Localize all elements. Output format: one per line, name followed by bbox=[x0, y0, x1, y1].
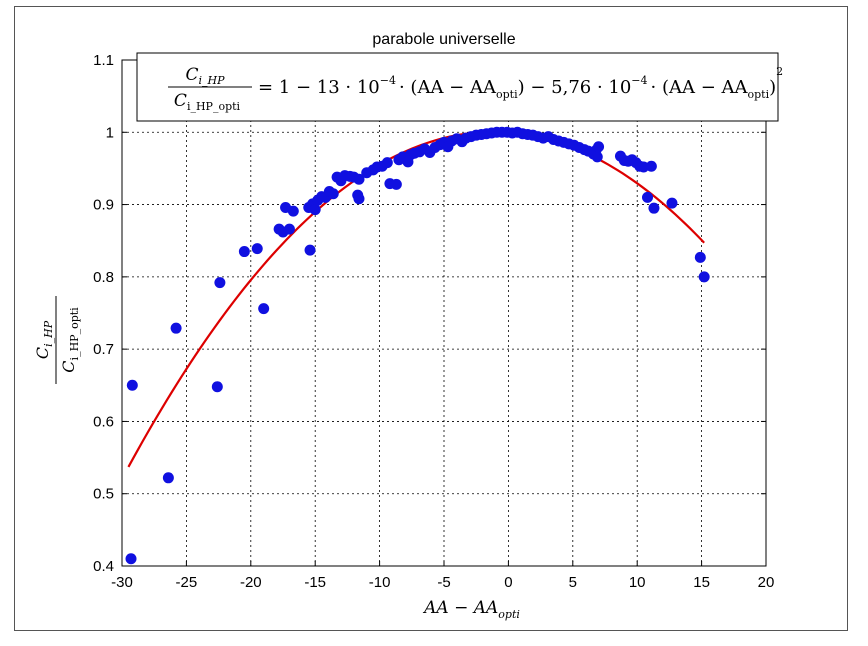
data-point bbox=[287, 205, 299, 217]
x-tick-label: 5 bbox=[569, 574, 577, 591]
data-point bbox=[251, 243, 263, 255]
data-point bbox=[304, 244, 316, 256]
equation-rhs: = 1 − 13 · 10−4 · (AA − AAopti) − 5,76 · … bbox=[258, 65, 783, 101]
data-point bbox=[170, 322, 182, 334]
data-point bbox=[258, 303, 270, 315]
data-points bbox=[125, 126, 710, 565]
data-point bbox=[645, 160, 657, 172]
y-tick-label: 1 bbox=[106, 124, 114, 141]
y-tick-label: 0.4 bbox=[93, 558, 114, 575]
data-point bbox=[694, 251, 706, 263]
data-point bbox=[162, 472, 174, 484]
x-tick-label: 0 bbox=[504, 574, 512, 591]
data-point bbox=[353, 193, 365, 205]
data-point bbox=[125, 553, 137, 565]
grid-lines bbox=[122, 60, 766, 566]
data-point bbox=[381, 157, 393, 169]
data-point bbox=[353, 173, 365, 185]
y-tick-label: 0.8 bbox=[93, 269, 114, 286]
x-tick-label: -15 bbox=[304, 574, 326, 591]
x-tick-label: -5 bbox=[437, 574, 450, 591]
x-tick-label: -10 bbox=[369, 574, 391, 591]
chart-title: parabole universelle bbox=[372, 31, 515, 48]
x-tick-label: 15 bbox=[693, 574, 710, 591]
equation-lhs-numerator: Ci_HP bbox=[185, 65, 225, 87]
data-point bbox=[238, 246, 250, 258]
data-point bbox=[126, 379, 138, 391]
data-point bbox=[327, 188, 339, 200]
y-axis-label-denominator: Ci_HP_opti bbox=[59, 307, 81, 373]
x-tick-label: 10 bbox=[629, 574, 646, 591]
x-tick-label: -30 bbox=[111, 574, 133, 591]
data-point bbox=[283, 223, 295, 235]
data-point bbox=[666, 197, 678, 209]
fit-curve bbox=[127, 130, 705, 468]
axis-ticks: -30 -25 -20 -15 -10 -5 0 5 10 15 20 0.4 0.5 0.6 0.7 0.8… bbox=[93, 52, 774, 591]
equation-lhs-denominator: Ci_HP_opti bbox=[174, 91, 241, 113]
y-tick-label: 1.1 bbox=[93, 52, 114, 69]
data-point bbox=[390, 178, 402, 190]
y-tick-label: 0.9 bbox=[93, 197, 114, 214]
y-axis-label-numerator: Ci_HP bbox=[33, 320, 55, 359]
data-point bbox=[211, 381, 223, 393]
data-point bbox=[593, 141, 605, 153]
y-axis-label: Ci_HP Ci_HP_opti bbox=[33, 296, 81, 384]
data-point bbox=[698, 271, 710, 283]
equation-annotation: Ci_HP Ci_HP_opti = 1 − 13 · 10−4 · (AA − … bbox=[136, 52, 783, 122]
x-axis-label: AA − AAopti bbox=[422, 598, 520, 621]
data-point bbox=[642, 191, 654, 203]
data-point bbox=[309, 204, 321, 216]
data-point bbox=[214, 277, 226, 289]
x-tick-label: 20 bbox=[758, 574, 775, 591]
x-tick-label: -25 bbox=[176, 574, 198, 591]
data-point bbox=[648, 202, 660, 214]
x-tick-label: -20 bbox=[240, 574, 262, 591]
fit-curve-layer bbox=[127, 130, 705, 468]
y-tick-label: 0.5 bbox=[93, 486, 114, 503]
y-tick-label: 0.7 bbox=[93, 341, 114, 358]
y-tick-label: 0.6 bbox=[93, 413, 114, 430]
